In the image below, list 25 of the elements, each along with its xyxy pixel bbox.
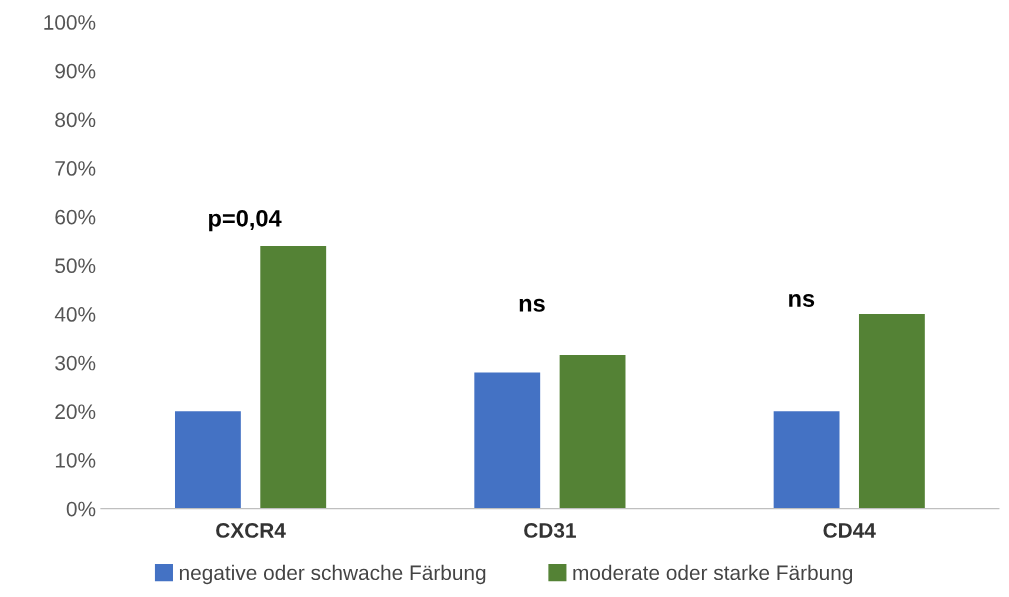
- y-tick-label: 80%: [55, 112, 96, 128]
- x-tick-label: CXCR4: [216, 523, 286, 538]
- y-tick-label: 60%: [55, 209, 96, 225]
- legend-label: negative oder schwache Färbung: [179, 564, 486, 585]
- annotation: p=0,04: [209, 209, 282, 232]
- annotation: ns: [519, 298, 545, 312]
- bar: [858, 314, 925, 509]
- legend-label: moderate oder starke Färbung: [573, 564, 853, 585]
- y-tick-label: 10%: [55, 452, 96, 468]
- x-tick-label: CD44: [823, 523, 876, 538]
- y-tick-label: 20%: [55, 404, 96, 420]
- y-tick-label: 90%: [55, 63, 96, 79]
- bar: [559, 354, 626, 509]
- bar: [773, 411, 840, 509]
- y-tick-label: 50%: [55, 258, 96, 274]
- y-tick-label: 0%: [66, 501, 96, 517]
- y-tick-label: 100%: [44, 15, 96, 30]
- bar: [260, 245, 327, 509]
- bar: [174, 411, 241, 509]
- x-tick-label: CD31: [524, 523, 576, 538]
- bar: [474, 372, 541, 509]
- y-tick-label: 70%: [55, 161, 96, 176]
- y-tick-label: 30%: [55, 355, 96, 371]
- annotation: ns: [789, 293, 815, 307]
- y-tick-label: 40%: [54, 307, 96, 322]
